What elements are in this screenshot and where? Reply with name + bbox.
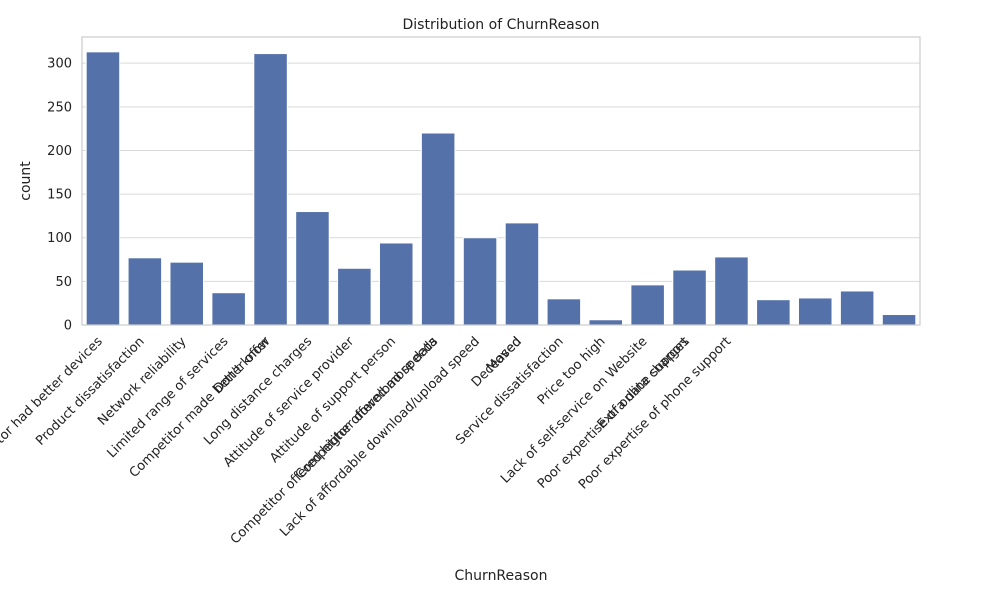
bar: [295, 211, 330, 326]
y-axis-ticks: 0 50 100 150 200 250 300: [47, 57, 72, 334]
bars: [85, 51, 917, 326]
bar: [462, 237, 498, 326]
y-axis-title: count: [18, 161, 34, 201]
x-tick-label: Competitor had better devices: [0, 334, 106, 486]
x-tick-label: Moved: [484, 334, 525, 375]
chart-title: Distribution of ChurnReason: [403, 17, 600, 33]
bar: [127, 257, 163, 326]
y-tick-label: 200: [47, 144, 72, 159]
y-tick-label: 100: [47, 231, 72, 246]
y-tick-label: 300: [47, 57, 72, 72]
bar: [672, 269, 707, 326]
bar: [546, 298, 582, 326]
grid: [82, 62, 920, 326]
bar: [253, 53, 288, 326]
y-tick-label: 50: [55, 275, 72, 290]
bar: [756, 299, 791, 326]
bar: [630, 284, 665, 326]
bar: [881, 314, 917, 326]
bar: [839, 290, 875, 326]
y-tick-label: 0: [64, 319, 72, 334]
bar: [588, 319, 624, 326]
y-tick-label: 250: [47, 100, 72, 115]
bar: [420, 132, 456, 326]
bar: [378, 242, 414, 326]
plot-frame: [81, 36, 921, 326]
bar: [797, 297, 833, 326]
bar: [211, 292, 246, 326]
bar: [169, 261, 205, 326]
bar: [714, 256, 749, 326]
bar: [85, 51, 121, 326]
x-tick-label: Poor expertise of phone support: [576, 334, 734, 492]
y-tick-label: 150: [47, 188, 72, 203]
bar: [504, 222, 540, 326]
bar: [337, 267, 372, 326]
x-axis-title: ChurnReason: [455, 568, 548, 584]
